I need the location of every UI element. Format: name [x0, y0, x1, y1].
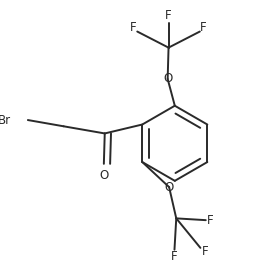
Text: F: F — [171, 250, 178, 263]
Text: F: F — [201, 245, 208, 258]
Text: O: O — [163, 72, 172, 85]
Text: F: F — [165, 9, 172, 22]
Text: F: F — [200, 21, 207, 34]
Text: Br: Br — [0, 113, 11, 126]
Text: O: O — [99, 169, 109, 182]
Text: O: O — [164, 181, 174, 193]
Text: F: F — [130, 21, 137, 34]
Text: F: F — [207, 214, 214, 227]
